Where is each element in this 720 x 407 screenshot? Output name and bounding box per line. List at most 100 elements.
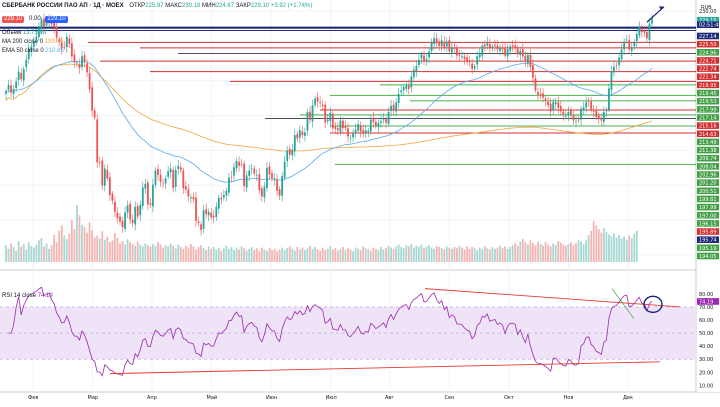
candle-body [126,205,129,213]
candle-body [395,102,398,112]
candle-body [478,54,481,58]
candle-body [445,41,448,47]
volume-bar [491,247,494,262]
price-axis-label: 217.99 [699,107,717,113]
currency-label[interactable]: RUB [701,4,712,12]
candle-body [428,51,430,58]
candle-body [248,170,251,176]
price-axis-label-bg [697,65,719,72]
rsi-current-bg [697,298,719,305]
volume-bar [392,248,395,262]
price-axis[interactable]: 227.14 225.50 224.96 224.71 222.74 221.34 219.… [697,0,720,392]
candle-body [635,33,638,42]
volume-bar [306,248,309,262]
volume-bar [415,245,418,262]
volume-bar [271,250,273,262]
candle-body [577,119,580,121]
candle-body [400,90,403,93]
volume-bar [382,249,385,262]
volume-bar [433,248,436,262]
price-axis-label: 214.63 [699,132,717,138]
volume-bar [448,247,451,262]
candle-body [580,108,582,120]
volume-bar [534,245,537,262]
candle-body [121,220,124,228]
candle-body [263,186,266,198]
candle-body [296,133,299,139]
candle-body [136,206,139,217]
candle-body [435,38,438,44]
candle-body [27,49,30,60]
bid-price[interactable]: 229.10 [2,16,25,23]
volume-bar [276,251,278,262]
trend-drawings [646,6,665,23]
volume-bar [420,244,423,262]
volume-bar [590,230,593,262]
price-axis-label-bg [697,220,719,227]
time-axis-label: Июл [326,395,337,401]
volume-bar [450,248,453,262]
candle-body [342,120,344,129]
volume-bar [32,247,35,262]
candle-body [152,184,154,207]
candle-body [134,206,137,225]
candle-body [220,197,223,200]
candle-body [466,57,468,62]
time-axis-label: Фев [28,395,38,401]
candle-body [392,104,395,110]
candle-body [207,211,210,216]
volume-bar [623,236,626,262]
candle-body [76,62,78,64]
volume-bar [605,232,608,262]
volume-bar [595,225,598,262]
volume-bar [293,250,296,262]
volume-bar [445,246,448,262]
candle-body [25,59,28,68]
candle-body [30,46,33,52]
candle-body [266,167,268,188]
candle-body [476,56,479,65]
candle-body [440,40,443,47]
candle-body [202,210,205,229]
symbol-title[interactable]: СБЕРБАНК РОССИИ ПАО АП · 1Д · MOEX [2,3,124,9]
price-axis-label: 194.05 [699,254,717,260]
candle-body [164,178,167,184]
volume-bar [60,225,63,262]
candle-body [486,42,489,46]
time-axis[interactable]: Фев Мар Апр Май Июн Июл Авг Сен Окт Ноя Дек [28,394,633,401]
volume-bar [65,239,68,262]
volume-bar [7,248,10,262]
volume-bar [615,237,618,262]
price-axis-label-bg [697,122,719,129]
candle-body [179,167,182,170]
ohlc-low-label: МИН [202,3,216,9]
volume-bar [124,244,126,262]
volume-bar [407,246,410,262]
candle-body [17,71,20,81]
price-axis-label-bg [697,203,719,211]
volume-bar [349,249,352,262]
candle-body [587,100,590,102]
price-axis-label-bg [697,89,719,97]
price-axis-label-bg [697,236,719,244]
price-axis-label-bg [697,195,719,203]
volume-bar [347,248,349,262]
volume-bar [380,247,382,262]
volume-bar [20,246,23,262]
price-axis-label-bg [697,211,719,219]
volume-bar [225,245,228,262]
rsi-axis[interactable]: 80.00 70.00 60.00 50.00 40.00 30.00 20.00 10.00… [697,292,719,390]
ask-price[interactable]: 229.10 [45,16,68,23]
candle-body [329,112,332,122]
volume-bar [197,247,200,262]
bid-ask-box: 229.10 0.00 229.10 [2,15,68,23]
price-axis-label-bg [697,187,719,195]
volume-bar [81,224,83,262]
rsi-circle-highlight [643,295,663,314]
candle-body [187,189,190,197]
volume-bar [311,248,314,262]
candle-body [552,102,555,111]
candle-body [271,173,273,179]
candle-body [463,56,466,60]
